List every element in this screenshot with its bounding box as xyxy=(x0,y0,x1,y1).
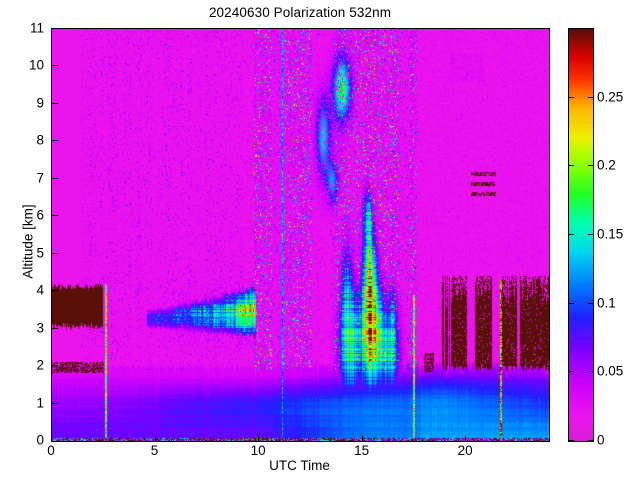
colorbar-tick-label: 0.25 xyxy=(597,89,624,105)
colorbar-tick-mark xyxy=(588,96,593,98)
y-tick-label: 9 xyxy=(36,95,44,111)
colorbar-tick-mark xyxy=(588,371,593,373)
x-tick-mark xyxy=(465,435,467,441)
x-tick-mark xyxy=(258,435,260,441)
y-tick-mark xyxy=(52,65,58,67)
y-tick-label: 7 xyxy=(36,170,44,186)
y-tick-label: 6 xyxy=(36,207,44,223)
y-tick-label: 10 xyxy=(28,57,44,73)
x-tick-label: 15 xyxy=(354,443,370,458)
y-tick-mark xyxy=(52,290,58,292)
x-tick-label: 5 xyxy=(150,443,159,458)
heatmap-field xyxy=(52,29,549,441)
y-tick-label: 11 xyxy=(29,20,44,36)
x-axis-label: UTC Time xyxy=(269,458,330,473)
colorbar-tick-mark xyxy=(588,234,593,235)
colorbar-tick-mark xyxy=(569,165,574,167)
colorbar-gradient xyxy=(569,29,593,441)
colorbar-tick-label: 0.2 xyxy=(597,157,616,173)
y-tick-label: 8 xyxy=(36,132,44,148)
y-tick-label: 4 xyxy=(36,282,44,298)
plot-axes-frame xyxy=(51,28,550,442)
colorbar-tick-label: 0.1 xyxy=(597,295,616,311)
x-tick-mark xyxy=(154,435,156,441)
x-tick-label: 0 xyxy=(47,443,55,458)
y-tick-mark xyxy=(52,327,58,329)
y-tick-mark xyxy=(52,102,58,104)
y-tick-label: 5 xyxy=(36,245,44,261)
colorbar-frame xyxy=(568,28,594,442)
colorbar-tick-mark xyxy=(569,440,574,441)
colorbar-tick-mark xyxy=(588,302,593,304)
colorbar-tick-mark xyxy=(569,96,574,98)
colorbar-tick-label: 0.15 xyxy=(597,226,624,242)
y-tick-mark xyxy=(52,365,58,367)
y-tick-mark xyxy=(52,177,58,179)
colorbar-tick-mark xyxy=(588,165,593,167)
y-tick-label: 2 xyxy=(36,357,44,373)
colorbar-tick-mark xyxy=(569,302,574,304)
colorbar-tick-label: 0.05 xyxy=(597,363,624,379)
y-tick-mark xyxy=(52,215,58,217)
y-tick-mark xyxy=(52,402,58,404)
x-tick-mark xyxy=(361,435,363,441)
y-tick-mark xyxy=(52,140,58,142)
colorbar-tick-label: 0 xyxy=(597,432,605,448)
colorbar-tick-mark xyxy=(569,371,574,373)
y-tick-label: 1 xyxy=(36,395,44,411)
y-tick-label: 3 xyxy=(36,320,44,336)
colorbar-tick-mark xyxy=(588,440,593,441)
colorbar-tick-mark xyxy=(569,234,574,235)
x-tick-label: 10 xyxy=(250,443,266,458)
y-tick-label: 0 xyxy=(36,432,44,448)
page-title: 20240630 Polarization 532nm xyxy=(208,5,392,20)
y-tick-mark xyxy=(52,252,58,254)
x-tick-label: 20 xyxy=(457,443,473,458)
